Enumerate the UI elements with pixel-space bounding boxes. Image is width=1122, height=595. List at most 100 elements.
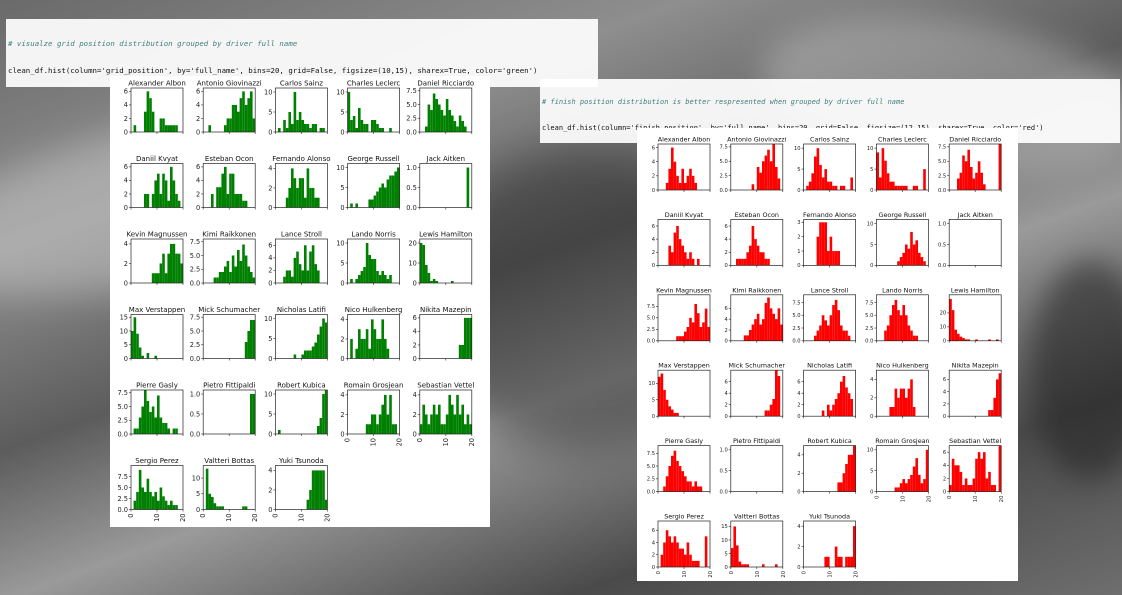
histogram-bar (138, 469, 142, 510)
histogram-bar (283, 276, 286, 283)
y-tick-label: 2 (724, 250, 727, 256)
y-tick-label: 4 (340, 316, 344, 324)
histogram-bar (777, 178, 781, 190)
histogram-bar (746, 335, 749, 341)
histogram-bar (306, 270, 310, 283)
histogram-bar (445, 99, 449, 132)
histogram-bar (422, 404, 425, 434)
y-tick-label: 2 (124, 190, 128, 198)
histogram-bar (360, 271, 364, 283)
histogram-bar (897, 487, 900, 492)
histogram-bar (208, 493, 211, 510)
histogram-bar (252, 118, 256, 132)
histogram-bar (769, 404, 773, 417)
x-tick-label: 20 (396, 438, 404, 446)
histogram-bar (980, 172, 983, 190)
histogram-bar (301, 354, 304, 359)
histogram-bar (910, 379, 913, 417)
y-tick-label: 5.0 (190, 327, 201, 335)
histogram-bar (365, 329, 369, 359)
subplot: Valtteri Bottas 0 5 10 0 10 20 (192, 457, 259, 522)
subplot: Pierre Gasly 0.0 2.5 5.0 7.5 (118, 382, 184, 438)
y-tick-label: 0.0 (190, 279, 201, 287)
subplot-title: Lance Stroll (281, 231, 322, 239)
histogram-bar (834, 185, 838, 190)
subplot-title: Fernando Alonso (803, 211, 856, 219)
histogram-figure-red: Alexander Albon 0 2 4 6 Antonio Giovinazzi 0.0… (647, 136, 1005, 578)
histogram-bar (962, 338, 965, 341)
histogram-bar (840, 482, 843, 492)
histogram-bar (881, 148, 885, 190)
histogram-bar (384, 275, 387, 283)
histogram-bar (133, 317, 137, 359)
histogram-bar (681, 245, 684, 266)
histogram-bar (391, 424, 395, 434)
y-tick-label: 4 (268, 254, 272, 262)
histogram-bar (141, 355, 144, 359)
histogram-bar (756, 167, 760, 190)
code-cell-grid-position[interactable]: # visualze grid position distribution gr… (6, 19, 598, 87)
x-tick-label: 0 (656, 571, 662, 574)
histogram-bar (172, 428, 176, 434)
histogram-bar (296, 120, 299, 132)
histogram-bar (832, 404, 835, 417)
histogram-bar (772, 398, 775, 417)
histogram-bar (133, 125, 137, 132)
histogram-bar (691, 486, 695, 492)
y-tick-label: 0.0 (792, 339, 800, 345)
y-tick-label: 2 (340, 411, 344, 419)
histogram-bar (876, 152, 879, 190)
histogram-bar (681, 168, 684, 190)
y-tick-label: 0 (268, 430, 272, 438)
subplot: Carlos Sainz 0 5 10 (264, 80, 328, 136)
axes-frame (202, 389, 256, 435)
histogram-bar (250, 272, 253, 283)
subplot-title: Romain Grosjean (875, 437, 929, 445)
histogram-bar (967, 339, 970, 341)
histogram-bar (419, 424, 423, 434)
subplot-title: George Russell (879, 211, 927, 219)
y-tick-label: 15 (721, 524, 728, 530)
histogram-bar (224, 166, 227, 208)
histogram-bar (144, 111, 147, 132)
histogram-bar (469, 317, 472, 359)
axes-frame (948, 294, 1002, 342)
histogram-bar (905, 483, 908, 492)
histogram-bar (684, 182, 687, 190)
histogram-bar (665, 399, 669, 417)
histogram-bar (767, 258, 770, 266)
histogram-bar (309, 251, 312, 283)
histogram-bar (211, 193, 214, 208)
histogram-bar (146, 91, 150, 132)
histogram-bar (239, 261, 243, 283)
histogram-bar (311, 187, 315, 208)
x-tick-label: 10 (297, 514, 305, 522)
histogram-bar (314, 197, 317, 208)
y-tick-label: 0.0 (720, 188, 728, 194)
histogram-bar (451, 404, 454, 434)
histogram-bar (730, 548, 734, 567)
histogram-bar (285, 128, 289, 132)
histogram-bar (363, 124, 366, 132)
histogram-bar (208, 125, 211, 132)
y-tick-label: 4 (268, 467, 272, 475)
y-tick-label: 0 (652, 565, 655, 571)
histogram-bar (386, 414, 390, 434)
histogram-bar (397, 167, 400, 208)
y-tick-label: 2 (124, 260, 128, 268)
subplot: Esteban Ocon 0 2 4 6 (724, 211, 784, 269)
histogram-bar (293, 92, 297, 132)
histogram-bar (218, 272, 222, 283)
finish-position-histogram-grid: Alexander Albon 0 2 4 6 Antonio Giovinazzi 0.0… (637, 128, 1018, 581)
subplot-title: Lewis Hamilton (951, 286, 1000, 294)
histogram-bar (676, 225, 679, 266)
histogram-bar (306, 350, 310, 359)
histogram-bar (170, 125, 173, 132)
histogram-bar (445, 414, 449, 434)
histogram-bar (319, 418, 323, 434)
x-tick-label: 20 (926, 496, 932, 503)
histogram-bar (827, 181, 830, 190)
histogram-bar (376, 338, 379, 359)
y-tick-label: 4 (724, 391, 728, 397)
subplot-title: Nikita Mazepin (952, 362, 999, 370)
